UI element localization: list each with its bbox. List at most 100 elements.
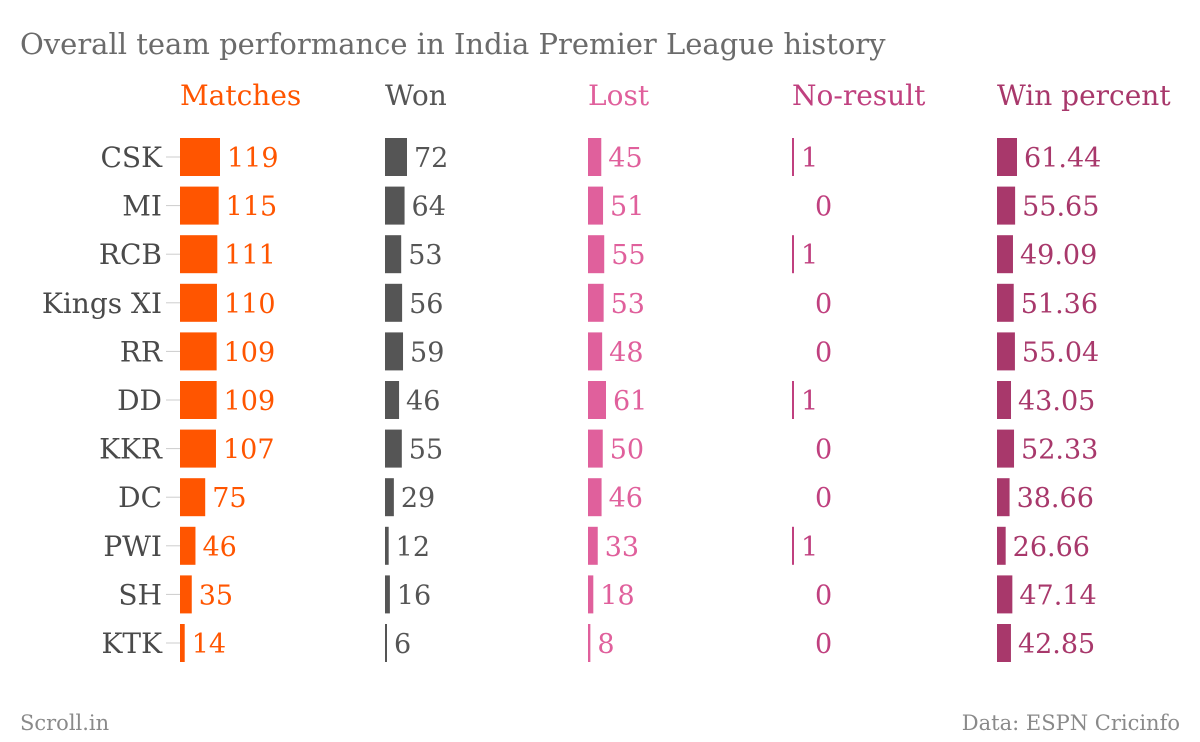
value-label-lost-mi: 51: [610, 192, 644, 223]
bar-won-mi: [385, 186, 405, 225]
value-label-matches-rr: 109: [224, 337, 276, 368]
bar-lost-mi: [588, 186, 604, 225]
bar-lost-kings-xi: [588, 283, 604, 322]
series-won: 72 64 53 56 59 46 55 29 12 16 6: [385, 138, 448, 662]
data-columns: 1191151111101091091077546351472645356594…: [180, 138, 1101, 662]
value-label-lost-rcb: 55: [611, 240, 645, 271]
bar-no-result-rcb: [792, 235, 794, 274]
value-label-no-result-csk: 1: [801, 143, 818, 174]
value-label-matches-csk: 119: [227, 143, 279, 174]
value-label-won-dd: 46: [406, 386, 440, 417]
bar-lost-dc: [588, 478, 602, 517]
bar-win-percent-dd: [997, 381, 1012, 419]
bar-won-ktk: [385, 624, 387, 662]
bar-matches-sh: [180, 575, 192, 614]
value-label-won-sh: 16: [397, 580, 431, 611]
value-label-won-kings-xi: 56: [409, 289, 443, 320]
value-label-lost-ktk: 8: [597, 629, 614, 660]
chart-title: Overall team performance in India Premie…: [20, 27, 886, 61]
bar-no-result-csk: [792, 138, 794, 176]
bar-won-dd: [385, 381, 400, 419]
team-label-pwi: PWI: [103, 530, 162, 563]
column-header-matches: Matches: [180, 79, 301, 112]
bar-win-percent-rcb: [997, 235, 1013, 274]
bar-won-rr: [385, 332, 404, 371]
value-label-lost-sh: 18: [600, 580, 634, 611]
value-label-won-dc: 29: [401, 483, 435, 514]
value-label-win-percent-mi: 55.65: [1022, 192, 1099, 223]
bar-win-percent-sh: [997, 575, 1013, 614]
value-label-won-ktk: 6: [394, 629, 411, 660]
value-label-lost-csk: 45: [608, 143, 642, 174]
bar-won-sh: [385, 575, 390, 614]
value-label-lost-dc: 46: [609, 483, 643, 514]
value-label-win-percent-kings-xi: 51.36: [1021, 289, 1098, 320]
value-label-matches-kkr: 107: [223, 435, 275, 466]
bar-matches-ktk: [180, 624, 185, 662]
bar-win-percent-ktk: [997, 624, 1011, 662]
value-label-matches-pwi: 46: [202, 532, 236, 563]
value-label-no-result-rcb: 1: [801, 240, 818, 271]
team-label-kings-xi: Kings XI: [42, 287, 162, 320]
bar-no-result-dd: [792, 381, 794, 419]
column-headers: Matches Won Lost No-result Win percent: [180, 79, 1171, 112]
value-label-lost-kings-xi: 53: [611, 289, 645, 320]
series-win-percent: 61.44 55.65 49.09 51.36 55.04 43.05 52.33 38.66…: [997, 138, 1101, 662]
bar-win-percent-rr: [997, 332, 1015, 371]
bar-won-kings-xi: [385, 283, 403, 322]
value-label-win-percent-sh: 47.14: [1019, 580, 1096, 611]
value-label-win-percent-ktk: 42.85: [1018, 629, 1095, 660]
team-label-dc: DC: [118, 481, 162, 514]
bar-won-dc: [385, 478, 394, 517]
bar-win-percent-mi: [997, 186, 1016, 225]
value-label-no-result-sh: 0: [815, 580, 832, 611]
bar-lost-dd: [588, 381, 606, 419]
value-label-no-result-mi: 0: [815, 192, 832, 223]
value-label-win-percent-kkr: 52.33: [1021, 435, 1098, 466]
bar-win-percent-kings-xi: [997, 283, 1014, 322]
bar-matches-mi: [180, 186, 219, 225]
value-label-win-percent-rr: 55.04: [1022, 337, 1099, 368]
bar-win-percent-dc: [997, 478, 1010, 517]
value-label-won-pwi: 12: [396, 532, 430, 563]
bar-matches-csk: [180, 138, 220, 176]
team-label-rcb: RCB: [99, 238, 162, 271]
team-label-sh: SH: [118, 578, 162, 611]
series-no-result: 1 0 1 0 0 1 0 0 1 0 0: [792, 138, 832, 660]
footer-brand: Scroll.in: [20, 711, 109, 735]
value-label-matches-mi: 115: [226, 192, 278, 223]
bar-win-percent-pwi: [997, 526, 1006, 565]
bar-matches-kkr: [180, 429, 216, 468]
value-label-no-result-ktk: 0: [815, 629, 832, 660]
value-label-no-result-rr: 0: [815, 337, 832, 368]
value-label-lost-kkr: 50: [610, 435, 644, 466]
team-label-kkr: KKR: [99, 433, 163, 466]
value-label-won-csk: 72: [414, 143, 448, 174]
value-label-won-rcb: 53: [408, 240, 442, 271]
value-label-matches-ktk: 14: [192, 629, 226, 660]
team-label-dd: DD: [117, 384, 162, 417]
value-label-win-percent-pwi: 26.66: [1013, 532, 1090, 563]
value-label-matches-sh: 35: [199, 580, 233, 611]
value-label-matches-dc: 75: [212, 483, 246, 514]
bar-lost-csk: [588, 138, 602, 176]
value-label-won-kkr: 55: [409, 435, 443, 466]
value-label-lost-pwi: 33: [605, 532, 639, 563]
team-label-ktk: KTK: [101, 627, 163, 660]
value-label-no-result-kkr: 0: [815, 435, 832, 466]
bar-no-result-pwi: [792, 526, 794, 565]
team-label-csk: CSK: [100, 141, 163, 174]
value-label-no-result-pwi: 1: [801, 532, 818, 563]
value-label-win-percent-dc: 38.66: [1017, 483, 1094, 514]
column-header-win-percent: Win percent: [997, 79, 1171, 112]
bar-matches-rr: [180, 332, 217, 371]
bar-won-kkr: [385, 429, 402, 468]
value-label-lost-rr: 48: [609, 337, 643, 368]
value-label-won-rr: 59: [410, 337, 444, 368]
bar-lost-pwi: [588, 526, 598, 565]
bar-won-pwi: [385, 526, 389, 565]
bar-matches-dc: [180, 478, 206, 517]
value-label-no-result-dc: 0: [815, 483, 832, 514]
series-matches: 119 115 111 110 109 109 107 75 46 35 14: [180, 138, 279, 662]
